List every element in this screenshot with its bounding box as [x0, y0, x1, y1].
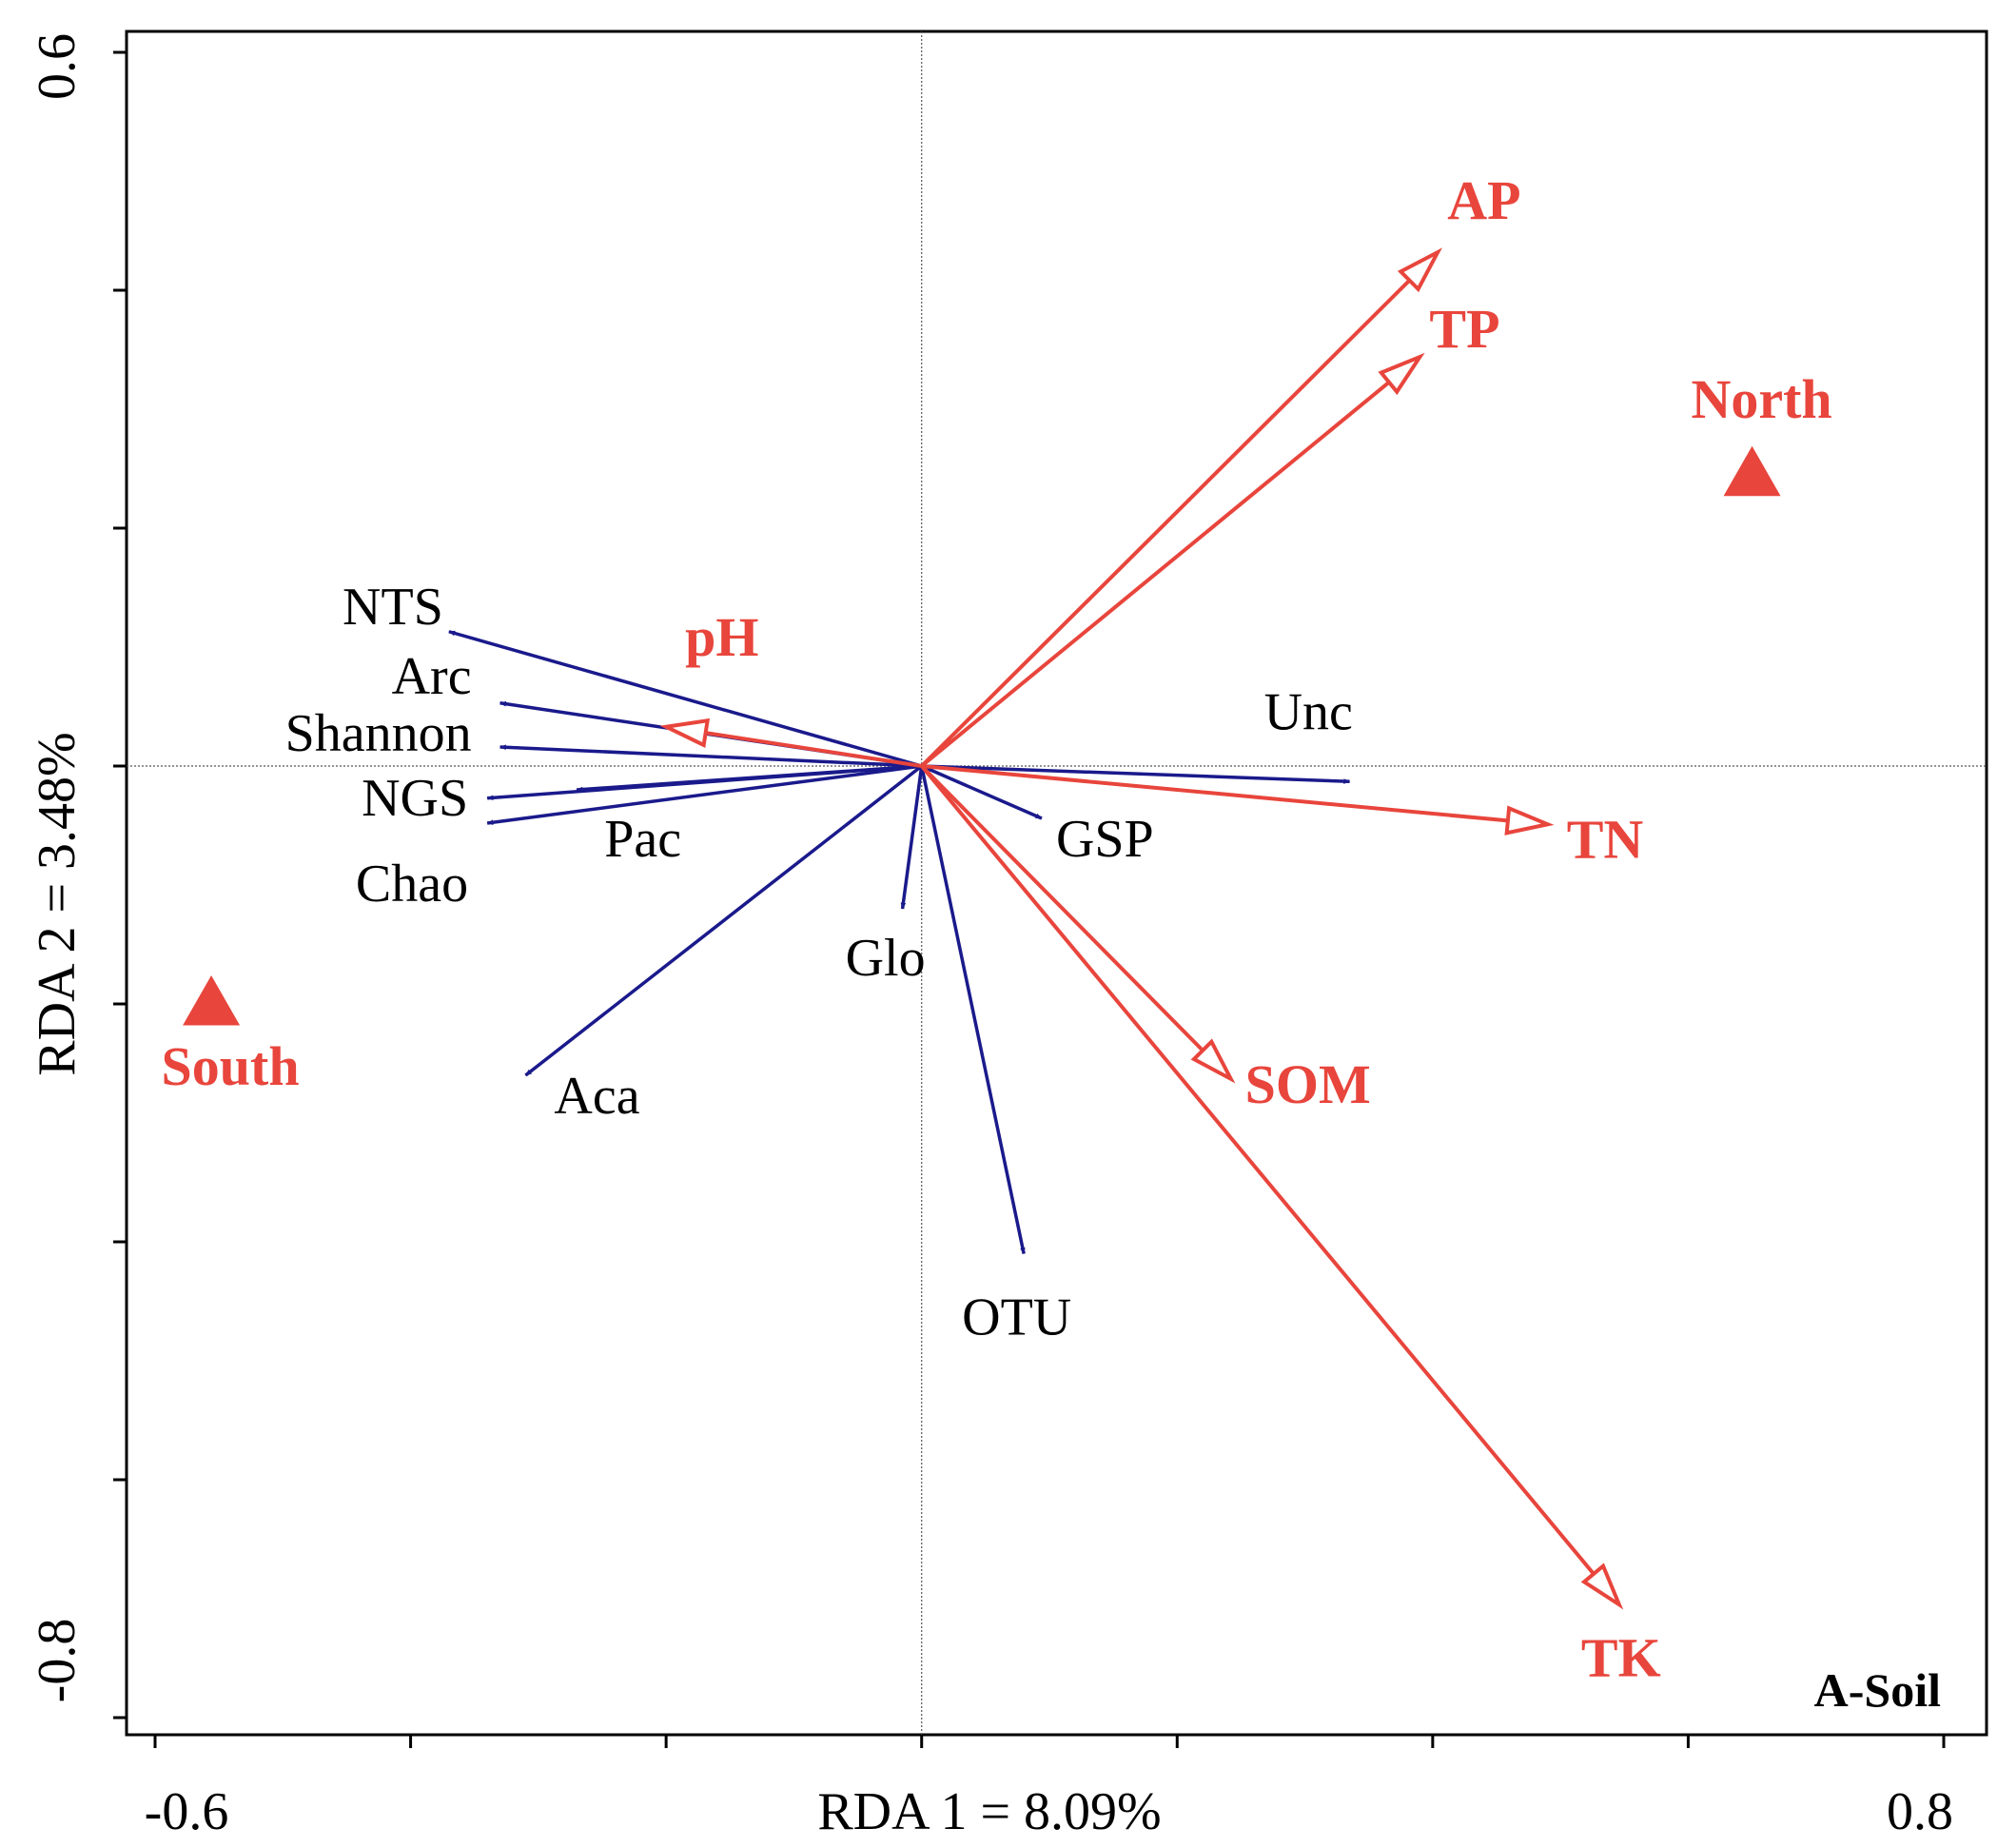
species-arrow-unc: [921, 764, 1351, 784]
species-arrow-nts: [448, 630, 923, 768]
env-arrowhead-tp: [1378, 352, 1425, 396]
y-ticks: [113, 50, 127, 1720]
env-arrow-tn: [921, 764, 1509, 823]
site-label-north: North: [1691, 368, 1831, 430]
x-axis-title: RDA 1 = 8.09%: [817, 1782, 1161, 1841]
species-label-aca: Aca: [554, 1067, 639, 1126]
species-label-arc: Arc: [392, 647, 472, 706]
env-label-tn: TN: [1567, 808, 1644, 870]
site-label-south: South: [162, 1035, 300, 1097]
env-arrow-som: [920, 764, 1204, 1052]
species-label-glo: Glo: [846, 929, 926, 988]
env-label-tk: TK: [1581, 1626, 1661, 1688]
env-arrowhead-ap: [1397, 247, 1443, 293]
site-marker-north: [1723, 445, 1781, 497]
species-arrow-glo: [900, 765, 924, 910]
env-arrowhead-tn: [1504, 805, 1555, 836]
env-arrowhead-som: [1190, 1038, 1236, 1084]
env-label-tp: TP: [1429, 298, 1499, 360]
species-arrow-otu: [920, 765, 1026, 1255]
species-arrow-chao: [486, 764, 922, 825]
species-label-otu: OTU: [962, 1288, 1071, 1347]
env-arrow-tp: [920, 381, 1391, 768]
env-arrowhead-tk: [1580, 1563, 1624, 1610]
environment-vectors: AP TP pH TN SOM TK: [659, 169, 1661, 1688]
plot-frame: [125, 29, 1988, 1737]
x-tick-label-min: -0.6: [145, 1782, 229, 1841]
species-arrow-shannon: [499, 744, 922, 768]
species-label-unc: Unc: [1264, 682, 1353, 741]
species-label-pac: Pac: [604, 810, 681, 869]
env-label-ph: pH: [685, 606, 758, 668]
species-label-chao: Chao: [356, 855, 468, 914]
y-axis-title: RDA 2 = 3.48%: [28, 732, 87, 1075]
env-arrow-tk: [920, 764, 1596, 1576]
axes: -0.6 0.8 0.6 -0.8 RDA 1 = 8.09% RDA 2 = …: [28, 29, 1988, 1841]
species-arrow-pac: [576, 764, 922, 793]
species-arrow-gsp: [921, 764, 1043, 820]
env-label-som: SOM: [1245, 1053, 1371, 1115]
panel-label: A-Soil: [1814, 1663, 1941, 1717]
env-arrow-ph: [705, 731, 923, 768]
species-label-ngs: NGS: [362, 769, 468, 828]
y-tick-label-min: -0.8: [28, 1619, 87, 1703]
y-tick-label-max: 0.6: [28, 33, 87, 100]
species-label-gsp: GSP: [1056, 810, 1154, 869]
x-ticks: [153, 1735, 1946, 1748]
env-arrow-ap: [920, 279, 1411, 768]
sites: North South: [162, 368, 1832, 1097]
env-arrowhead-ph: [659, 718, 711, 748]
x-tick-label-max: 0.8: [1887, 1782, 1953, 1841]
species-label-nts: NTS: [343, 578, 443, 637]
site-marker-south: [183, 975, 241, 1026]
species-arrow-aca: [524, 764, 923, 1077]
env-label-ap: AP: [1447, 169, 1520, 231]
species-label-shannon: Shannon: [285, 704, 472, 763]
